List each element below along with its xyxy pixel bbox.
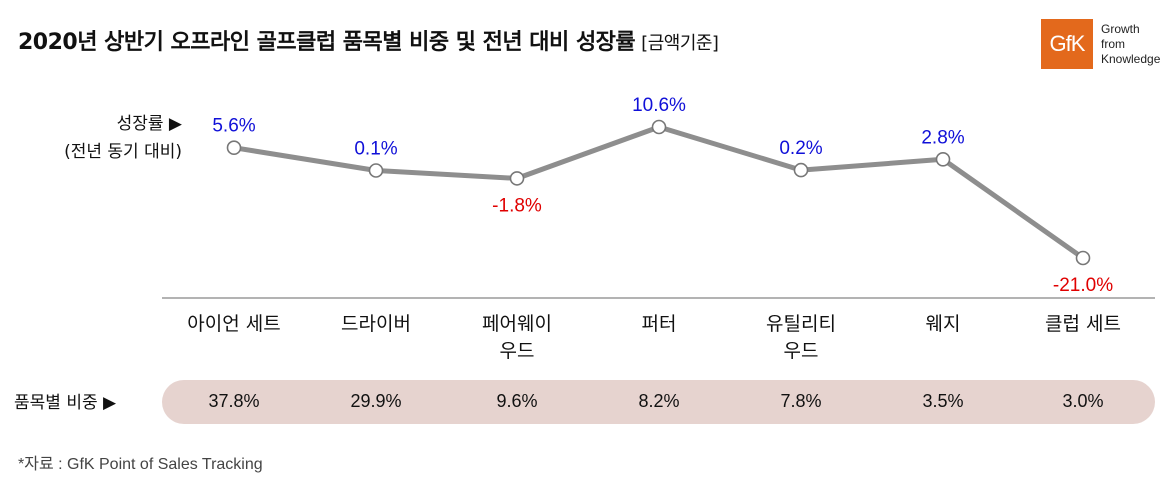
data-point	[1075, 250, 1091, 266]
share-value: 8.2%	[638, 391, 680, 411]
share-value: 3.0%	[1062, 391, 1104, 411]
share-value: 9.6%	[496, 391, 538, 411]
data-point	[793, 162, 809, 178]
data-point	[651, 119, 667, 135]
data-point	[935, 152, 951, 167]
data-label: 2.8%	[921, 127, 964, 148]
title-main: 2020년 상반기 오프라인 골프클럽 품목별 비중 및 전년 대비 성장률	[18, 30, 636, 55]
data-label: 0.1%	[354, 139, 397, 160]
category-label: 클럽 세트	[1045, 313, 1121, 335]
share-label: 품목별 비중 ▶	[14, 393, 117, 413]
gfk-logo: GfK	[1041, 19, 1093, 69]
category-label: 아이언 세트	[187, 313, 280, 335]
category-label: 우드	[784, 340, 819, 362]
source-footnote: *자료 : GfK Point of Sales Tracking	[18, 456, 263, 473]
data-point	[226, 140, 242, 155]
tagline-line-2: from	[1101, 37, 1125, 51]
share-band	[162, 380, 1155, 424]
tagline-line-1: Growth	[1101, 22, 1140, 36]
data-label: 0.2%	[779, 138, 822, 159]
share-value: 3.5%	[922, 391, 964, 411]
growth-label-line-1: 성장률 ▶	[116, 114, 182, 134]
logo-tagline: Growth from Knowledge	[1101, 22, 1175, 67]
category-label: 페어웨이	[482, 313, 552, 335]
data-label: -21.0%	[1053, 275, 1113, 296]
growth-rate-label: 성장률 ▶ (전년 동기 대비)	[20, 110, 182, 166]
category-label: 웨지	[926, 313, 961, 335]
tagline-line-3: Knowledge	[1101, 52, 1161, 66]
share-value: 29.9%	[350, 391, 402, 411]
category-label: 우드	[500, 340, 535, 362]
category-label: 퍼터	[642, 313, 677, 335]
title-sub: [금액기준]	[641, 33, 719, 54]
data-label: -1.8%	[492, 195, 542, 216]
category-label: 유틸리티	[766, 313, 836, 335]
data-point	[368, 163, 384, 178]
data-label: 10.6%	[632, 95, 686, 116]
category-label: 드라이버	[341, 313, 411, 335]
growth-label-line-2: (전년 동기 대비)	[64, 142, 182, 162]
chart-title: 2020년 상반기 오프라인 골프클럽 품목별 비중 및 전년 대비 성장률 [금…	[18, 24, 719, 56]
share-value: 7.8%	[780, 391, 822, 411]
data-label: 5.6%	[212, 116, 255, 137]
share-value: 37.8%	[208, 391, 260, 411]
data-point	[509, 171, 525, 186]
